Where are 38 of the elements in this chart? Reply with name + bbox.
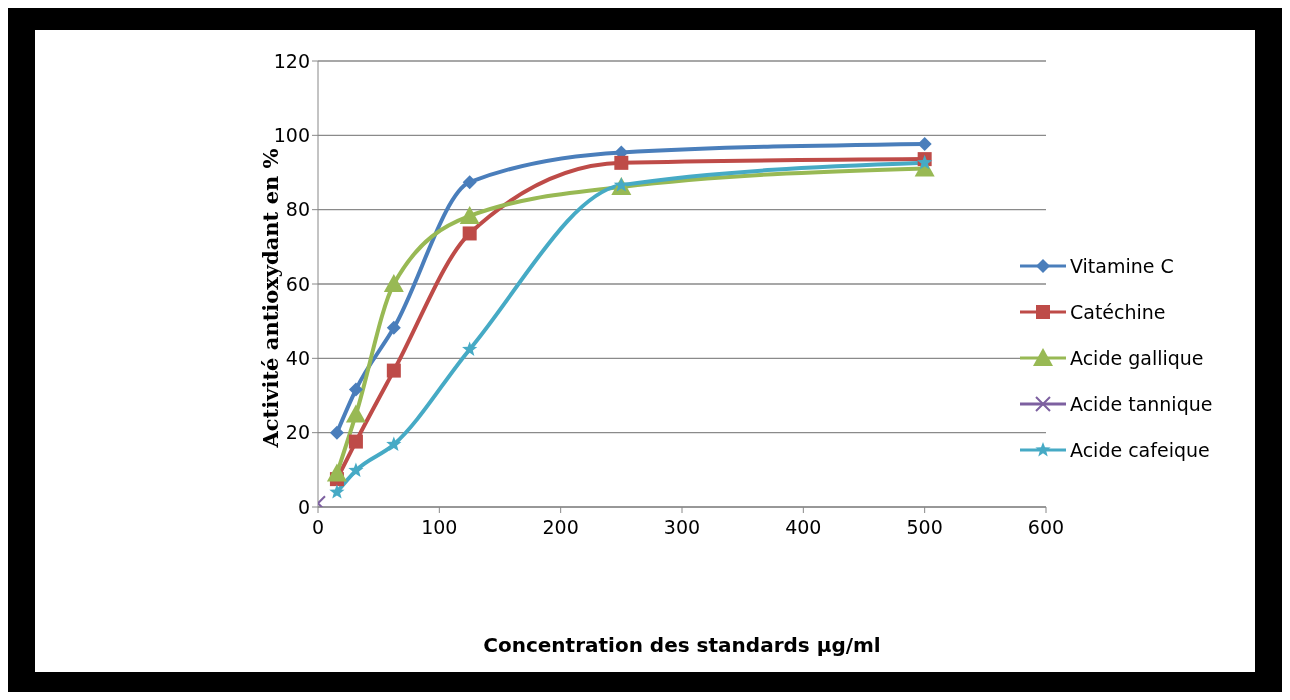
y-tick-label: 0 [297,495,310,518]
x-axis-title: Concentration des standards µg/ml [482,633,882,657]
point [345,404,366,423]
point [917,136,932,151]
point [614,155,629,170]
point [386,320,401,335]
y-tick-label: 120 [273,49,310,72]
point [459,205,480,224]
x-tick-label: 300 [663,516,701,539]
point [386,363,401,378]
point [329,484,345,499]
x-tick-label: 400 [785,516,822,539]
point [326,463,347,482]
point [383,274,404,292]
legend-label: Acide gallique [1070,347,1204,369]
point [329,425,344,440]
x-tick-label: 200 [542,516,579,539]
y-tick-label: 80 [285,198,310,221]
legend-label: Acide tannique [1070,393,1213,415]
point [462,226,477,241]
point [462,175,477,190]
y-tick-label: 60 [285,272,310,295]
y-tick-label: 40 [285,347,310,370]
point [348,462,364,478]
x-tick-label: 600 [1027,516,1065,539]
legend-label: Catéchine [1070,301,1166,323]
point [348,434,363,449]
point [386,436,402,452]
x-tick-label: 500 [906,516,943,539]
y-tick-label: 100 [273,124,310,147]
y-tick-label: 20 [285,421,310,444]
point [348,382,363,397]
point [462,341,478,356]
legend-label: Vitamine C [1070,255,1174,277]
x-tick-label: 100 [421,516,458,539]
legend-label: Acide cafeique [1070,439,1210,461]
y-axis-title: Activité antioxydant en % [257,148,283,448]
x-tick-label: 0 [311,516,325,539]
